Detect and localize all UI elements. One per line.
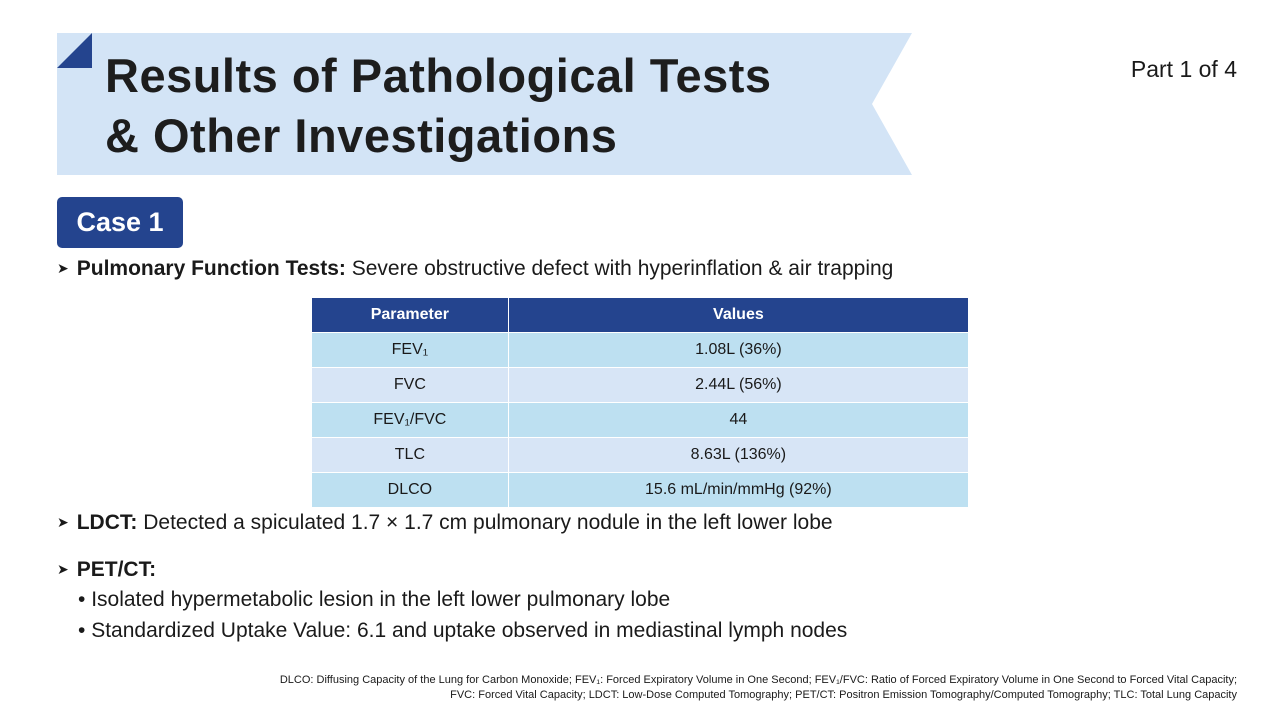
row: FEV₁/FVC 44 (312, 402, 968, 438)
row: FVC 2.44L (56%) (312, 367, 968, 403)
cell: TLC (312, 437, 509, 473)
cell: 44 (507, 402, 968, 438)
title-line: Results of Pathological Tests (105, 49, 772, 102)
header-cell: Values (507, 298, 968, 333)
pft-table: Parameter Values FEV₁ 1.08L (36%) FVC 2.44L… (312, 298, 968, 507)
footnote-line: DLCO: Diffusing Capacity of the Lung for… (279, 674, 1237, 686)
banner-shape (57, 33, 912, 175)
cell: 8.63L (136%) (507, 437, 968, 473)
petct-item: • Isolated hypermetabolic lesion in the … (78, 588, 671, 611)
footnote-line: FVC: Forced Vital Capacity; LDCT: Low-Do… (450, 689, 1237, 701)
ldct-text: Detected a spiculated 1.7 × 1.7 cm pulmo… (143, 511, 833, 534)
cell: 15.6 mL/min/mmHg (92%) (507, 472, 968, 507)
cell: 1.08L (36%) (507, 332, 968, 368)
pft-line: ➤ Pulmonary Function Tests: Severe obstru… (57, 257, 894, 280)
petct-line: ➤ PET/CT: (57, 558, 157, 581)
petct-label: PET/CT: (76, 558, 157, 581)
banner (57, 33, 912, 175)
cell: FEV₁/FVC (312, 402, 509, 438)
row: DLCO 15.6 mL/min/mmHg (92%) (312, 472, 968, 507)
header-row: Parameter Values (312, 298, 968, 333)
ldct-line: ➤ LDCT: Detected a spiculated 1.7 × 1.7 c… (57, 511, 833, 534)
petct-item-text: Isolated hypermetabolic lesion in the le… (91, 588, 671, 611)
cell: 2.44L (56%) (507, 367, 968, 403)
pft-text: Severe obstructive defect with hyperinfl… (351, 257, 894, 280)
ldct-label: LDCT: (76, 511, 138, 534)
part-label: Part 1 of 4 (1130, 56, 1237, 82)
cell: FEV₁ (312, 332, 509, 368)
petct-item: • Standardized Uptake Value: 6.1 and upt… (78, 619, 848, 642)
cell: DLCO (312, 472, 509, 507)
row: FEV₁ 1.08L (36%) (312, 332, 968, 368)
case-label: Case 1 (57, 197, 183, 248)
pft-label: Pulmonary Function Tests: (76, 257, 346, 280)
petct-item-text: Standardized Uptake Value: 6.1 and uptak… (91, 619, 848, 642)
header-cell: Parameter (312, 298, 509, 333)
title-line: & Other Investigations (105, 109, 618, 162)
cell: FVC (312, 367, 509, 403)
footnote: DLCO: Diffusing Capacity of the Lung for… (280, 673, 1237, 703)
row: TLC 8.63L (136%) (312, 437, 968, 473)
